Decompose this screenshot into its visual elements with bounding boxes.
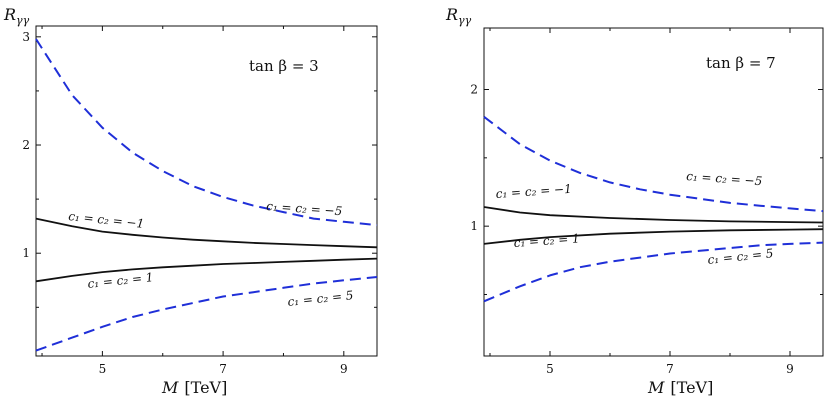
y-tick-label: 1: [22, 246, 30, 260]
curve-label-c-plus-5: c₁ = c₂ = 5: [287, 288, 354, 309]
y-tick-label: 2: [22, 138, 30, 152]
series-line-2: [35, 257, 378, 283]
y-tick-label: 2: [470, 83, 478, 97]
x-tick-label: 7: [219, 362, 227, 376]
chart-panel-tan-beta-3: Rγγ 5 7 9 1 2 3 tan β = 3 c₁ = c₂ = −5 c…: [3, 5, 378, 397]
y-tick-labels: 1 2: [470, 83, 478, 234]
curve-label-c-plus-5: c₁ = c₂ = 5: [707, 246, 774, 267]
curve-label-c-minus-5: c₁ = c₂ = −5: [266, 199, 343, 218]
series-layer: [35, 38, 378, 352]
x-axis-title: M [TeV]: [161, 378, 227, 397]
x-axis-title: M [TeV]: [647, 378, 713, 397]
tan-beta-annotation: tan β = 3: [249, 57, 319, 75]
tan-beta-annotation: tan β = 7: [706, 54, 776, 72]
series-line-2: [483, 228, 824, 245]
curve-label-c-plus-1: c₁ = c₂ = 1: [513, 231, 580, 250]
y-tick-label: 1: [470, 219, 478, 233]
x-tick-label: 9: [340, 362, 348, 376]
series-line-1: [483, 206, 824, 224]
y-tick-labels: 1 2 3: [22, 30, 30, 260]
axis-ticks: [484, 28, 823, 356]
series-line-3: [35, 276, 378, 352]
x-tick-labels: 5 7 9: [546, 362, 794, 376]
y-axis-title: Rγγ: [445, 5, 472, 27]
plot-frame: [483, 27, 824, 357]
chart-panel-tan-beta-7: Rγγ 5 7 9 1 2 tan β = 7 c₁ = c₂ = −5 c₁ …: [445, 5, 824, 397]
x-tick-label: 7: [666, 362, 674, 376]
curve-label-c-minus-5: c₁ = c₂ = −5: [686, 169, 763, 188]
series-line-3: [483, 241, 824, 303]
axis-ticks: [36, 26, 377, 356]
curve-label-c-plus-1: c₁ = c₂ = 1: [87, 270, 154, 291]
x-tick-labels: 5 7 9: [99, 362, 348, 376]
series-line-1: [35, 217, 378, 249]
y-tick-label: 3: [22, 30, 30, 44]
x-tick-label: 9: [786, 362, 794, 376]
series-line-0: [483, 116, 824, 213]
series-line-0: [35, 38, 378, 227]
x-tick-label: 5: [99, 362, 107, 376]
curve-label-c-minus-1: c₁ = c₂ = −1: [495, 182, 572, 201]
x-tick-label: 5: [546, 362, 554, 376]
plot-frame: [35, 25, 378, 357]
y-axis-title: Rγγ: [3, 5, 30, 27]
series-layer: [483, 116, 824, 303]
